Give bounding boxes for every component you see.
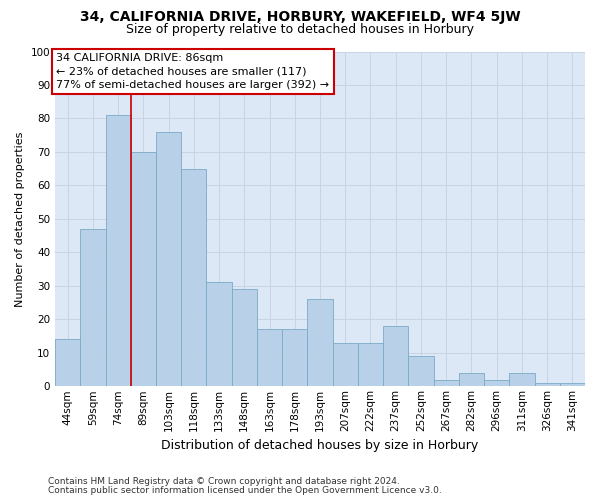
Bar xyxy=(80,229,106,386)
Bar xyxy=(156,132,181,386)
Bar xyxy=(106,115,131,386)
Bar xyxy=(459,373,484,386)
X-axis label: Distribution of detached houses by size in Horbury: Distribution of detached houses by size … xyxy=(161,440,479,452)
Bar xyxy=(55,340,80,386)
Bar xyxy=(484,380,509,386)
Bar xyxy=(307,299,332,386)
Bar xyxy=(282,330,307,386)
Bar xyxy=(358,342,383,386)
Bar xyxy=(131,152,156,386)
Bar xyxy=(383,326,409,386)
Text: Contains HM Land Registry data © Crown copyright and database right 2024.: Contains HM Land Registry data © Crown c… xyxy=(48,477,400,486)
Text: Size of property relative to detached houses in Horbury: Size of property relative to detached ho… xyxy=(126,22,474,36)
Y-axis label: Number of detached properties: Number of detached properties xyxy=(15,131,25,306)
Bar xyxy=(232,289,257,386)
Bar xyxy=(332,342,358,386)
Bar xyxy=(560,383,585,386)
Bar xyxy=(206,282,232,387)
Text: 34, CALIFORNIA DRIVE, HORBURY, WAKEFIELD, WF4 5JW: 34, CALIFORNIA DRIVE, HORBURY, WAKEFIELD… xyxy=(80,10,520,24)
Bar xyxy=(409,356,434,386)
Bar xyxy=(257,330,282,386)
Text: 34 CALIFORNIA DRIVE: 86sqm
← 23% of detached houses are smaller (117)
77% of sem: 34 CALIFORNIA DRIVE: 86sqm ← 23% of deta… xyxy=(56,53,329,90)
Bar xyxy=(434,380,459,386)
Text: Contains public sector information licensed under the Open Government Licence v3: Contains public sector information licen… xyxy=(48,486,442,495)
Bar xyxy=(535,383,560,386)
Bar xyxy=(509,373,535,386)
Bar xyxy=(181,168,206,386)
